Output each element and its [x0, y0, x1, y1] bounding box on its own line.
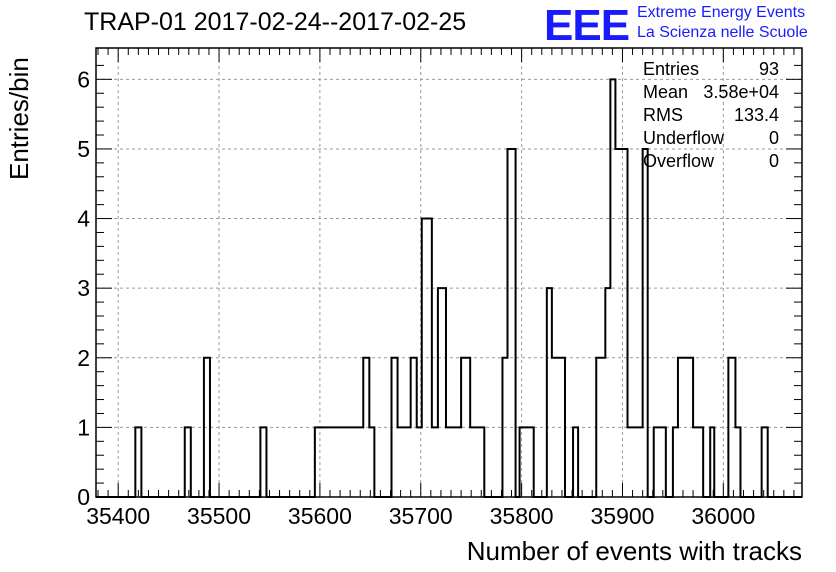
y-tick-label: 5 — [77, 136, 90, 162]
stat-value: 3.58e+04 — [703, 82, 779, 102]
stat-rms: RMS 133.4 — [641, 104, 781, 127]
plot-frame — [95, 47, 803, 498]
stat-label: RMS — [643, 105, 683, 125]
x-tick-label: 35900 — [590, 503, 654, 529]
y-tick-label: 0 — [77, 484, 90, 510]
stat-label: Overflow — [643, 151, 715, 171]
x-tick-label: 35600 — [288, 503, 352, 529]
histogram-bin — [438, 288, 446, 497]
logo-line-2: La Scienza nelle Scuole — [637, 24, 808, 41]
stat-overflow: Overflow 0 — [641, 150, 781, 173]
histogram-bin — [432, 427, 438, 497]
stat-underflow: Underflow 0 — [641, 127, 781, 150]
stat-value: 93 — [758, 59, 779, 79]
x-tick-label: 35700 — [389, 503, 453, 529]
histogram-bin — [328, 427, 363, 497]
stat-value: 0 — [768, 128, 779, 148]
y-tick-label: 3 — [77, 275, 90, 301]
x-tick-label: 35500 — [187, 503, 251, 529]
histogram-bin — [470, 427, 484, 497]
histogram-bin — [693, 427, 703, 497]
x-tick-label: 35800 — [490, 503, 554, 529]
x-axis-label: Number of events with tracks — [466, 536, 802, 566]
y-tick-label: 6 — [77, 66, 90, 92]
x-tick-label: 35400 — [86, 503, 150, 529]
logo-line-1: Extreme Energy Events — [637, 4, 806, 21]
stat-entries: Entries 93 — [641, 58, 781, 81]
eee-logo: EEE — [544, 1, 630, 50]
histogram-bin — [398, 427, 411, 497]
stat-value: 0 — [768, 151, 779, 171]
histogram-bin — [315, 427, 328, 497]
stat-mean: Mean 3.58e+04 — [641, 81, 781, 104]
x-tick-label: 36000 — [691, 503, 755, 529]
histogram-bin — [507, 149, 515, 497]
y-axis-label: Entries/bin — [4, 57, 34, 180]
histogram-bin — [628, 427, 643, 497]
histogram-bin — [654, 427, 666, 497]
y-tick-label: 4 — [77, 206, 90, 232]
chart-title: TRAP-01 2017-02-24--2017-02-25 — [84, 8, 467, 36]
histogram-bin — [615, 149, 627, 497]
stat-label: Underflow — [643, 128, 725, 148]
histogram-bin — [446, 427, 461, 497]
y-tick-label: 1 — [77, 414, 90, 440]
stats-box: Entries 93 Mean 3.58e+04 RMS 133.4 Under… — [641, 58, 781, 173]
y-tick-label: 2 — [77, 345, 90, 371]
stat-value: 133.4 — [733, 105, 779, 125]
stat-label: Entries — [643, 59, 700, 79]
stat-label: Mean — [643, 82, 689, 102]
